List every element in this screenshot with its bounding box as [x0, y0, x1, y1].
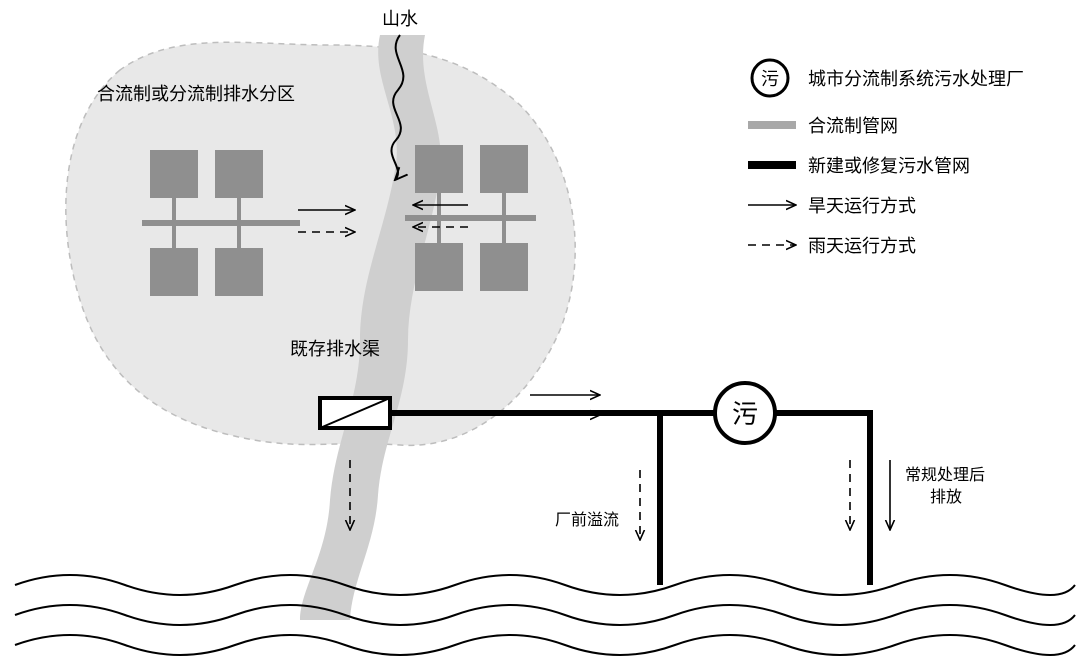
building-block	[415, 145, 463, 193]
mountain-water-label: 山水	[382, 9, 418, 29]
legend-wet-label: 雨天运行方式	[808, 236, 916, 256]
legend-plant-icon-text: 污	[761, 69, 779, 89]
water-body	[15, 575, 1075, 655]
legend: 污 城市分流制系统污水处理厂 合流制管网 新建或修复污水管网 旱天运行方式 雨天…	[748, 60, 1024, 256]
building-block	[215, 150, 263, 198]
post-treat-label-2: 排放	[930, 488, 962, 506]
legend-new-label: 新建或修复污水管网	[808, 156, 970, 176]
pre-overflow-label: 厂前溢流	[555, 511, 619, 529]
legend-plant-label: 城市分流制系统污水处理厂	[808, 69, 1024, 89]
building-block	[215, 248, 263, 296]
building-block	[150, 248, 198, 296]
legend-combined-label: 合流制管网	[808, 116, 898, 136]
building-block	[480, 145, 528, 193]
post-treat-label-1: 常规处理后	[905, 466, 985, 484]
intercept-box	[320, 398, 390, 428]
treatment-plant-icon: 污	[715, 383, 775, 443]
existing-channel-label: 既存排水渠	[290, 339, 380, 359]
building-block	[480, 243, 528, 291]
building-block	[415, 243, 463, 291]
legend-dry-label: 旱天运行方式	[808, 196, 916, 216]
plant-icon-text: 污	[732, 399, 758, 429]
building-block	[150, 150, 198, 198]
zone-label: 合流制或分流制排水分区	[97, 84, 295, 104]
